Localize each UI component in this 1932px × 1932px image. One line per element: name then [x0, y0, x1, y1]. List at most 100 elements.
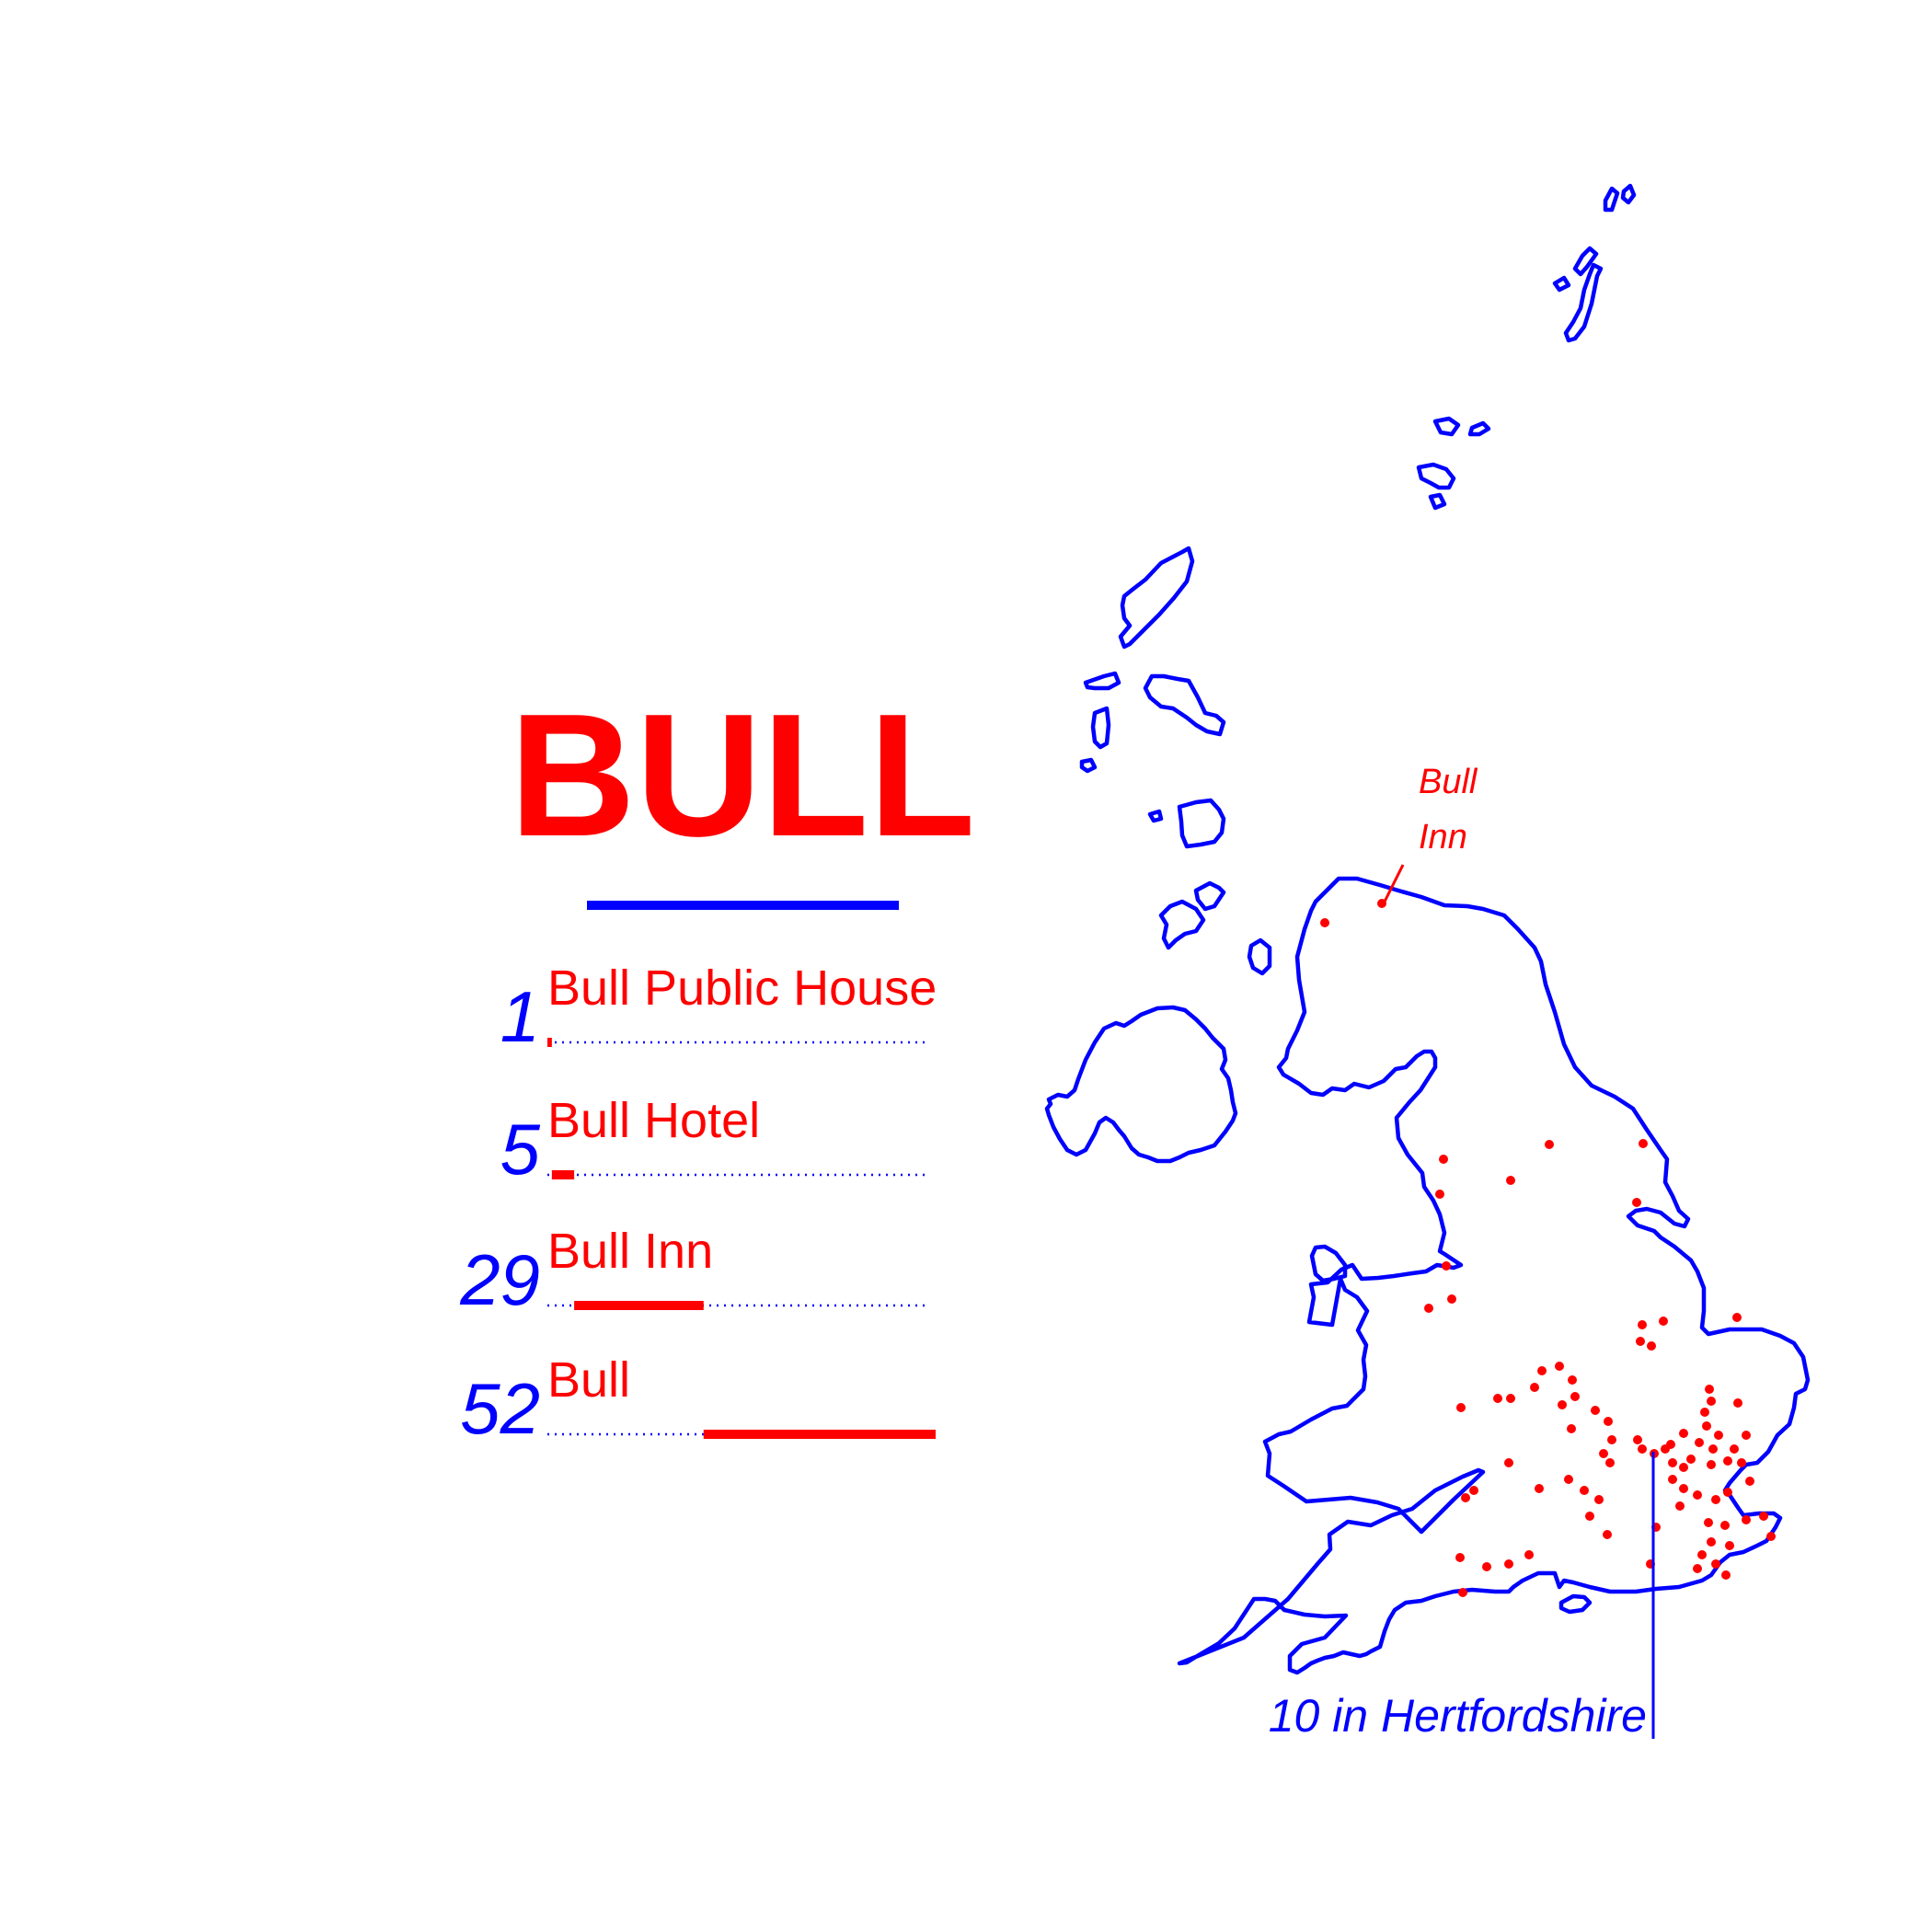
location-dot — [1707, 1397, 1716, 1406]
location-dot — [1506, 1176, 1515, 1185]
orkney-islands — [1416, 416, 1491, 511]
location-dot — [1647, 1341, 1656, 1351]
location-dot — [1439, 1155, 1448, 1164]
location-dot — [1742, 1431, 1751, 1440]
legend-count: 1 — [500, 976, 540, 1057]
shetland-islands — [1552, 183, 1637, 343]
location-dot — [1638, 1444, 1647, 1454]
location-dot — [1766, 1532, 1776, 1541]
location-dot — [1638, 1320, 1647, 1329]
location-dot — [1702, 1421, 1711, 1431]
northern-ireland-coast — [1044, 1005, 1238, 1164]
location-dot — [1591, 1406, 1600, 1415]
coastline — [1044, 183, 1811, 1675]
page-title: BULL — [510, 678, 976, 873]
location-dot — [1458, 1588, 1467, 1597]
location-dot — [1506, 1394, 1515, 1403]
location-dot — [1679, 1484, 1688, 1493]
scotland-pointer-line — [1383, 864, 1405, 903]
legend-bar — [551, 1170, 575, 1179]
location-dot — [1700, 1408, 1709, 1417]
legend-name: Bull Inn — [547, 1224, 713, 1279]
anglesey — [1309, 1244, 1348, 1283]
location-dot — [1732, 1313, 1742, 1322]
scotland-label-line1: Bull — [1419, 763, 1478, 801]
location-dot — [1605, 1458, 1615, 1467]
isle-of-skye — [1143, 673, 1226, 737]
scotland-label-line2: Inn — [1419, 818, 1467, 857]
legend: 1 Bull Public House 5 Bull Hotel 29 Bull Inn 5… — [459, 960, 937, 1449]
isle-of-jura — [1193, 880, 1226, 912]
location-dot — [1721, 1570, 1731, 1580]
location-dot — [1599, 1449, 1608, 1458]
location-dot — [1720, 1521, 1730, 1530]
location-dot — [1725, 1541, 1734, 1550]
legend-count: 29 — [459, 1239, 540, 1320]
location-dot — [1686, 1455, 1696, 1464]
location-dot — [1707, 1460, 1716, 1469]
location-dot — [1447, 1294, 1456, 1304]
location-dot — [1633, 1435, 1642, 1444]
location-dot — [1558, 1400, 1567, 1409]
location-dot — [1570, 1392, 1580, 1401]
location-dot — [1469, 1486, 1478, 1495]
location-dot — [1564, 1475, 1573, 1484]
location-dot — [1697, 1550, 1707, 1559]
location-dot — [1524, 1550, 1534, 1559]
legend-count: 52 — [460, 1368, 540, 1449]
legend-count: 5 — [500, 1109, 541, 1190]
legend-name: Bull — [547, 1352, 630, 1408]
location-dot — [1568, 1375, 1577, 1385]
location-dot — [1661, 1444, 1670, 1454]
location-dot — [1567, 1424, 1576, 1433]
location-dot — [1504, 1559, 1513, 1569]
location-dot — [1604, 1417, 1613, 1426]
location-dot — [1530, 1383, 1539, 1392]
hertfordshire-label: 10 in Hertfordshire — [1269, 1690, 1647, 1742]
location-dot — [1320, 918, 1329, 927]
location-dot — [1742, 1515, 1751, 1524]
scotland-annotation: Bull Inn — [1383, 763, 1478, 903]
location-dot — [1607, 1435, 1616, 1444]
legend-bar — [703, 1430, 936, 1439]
location-dot — [1461, 1493, 1470, 1502]
location-dot — [1555, 1362, 1564, 1371]
location-dot — [1704, 1518, 1713, 1527]
location-dot — [1675, 1501, 1685, 1511]
location-dot — [1708, 1444, 1718, 1454]
location-dot — [1424, 1304, 1433, 1313]
location-dot — [1693, 1564, 1702, 1573]
location-dot — [1733, 1398, 1742, 1408]
location-dot — [1723, 1456, 1732, 1466]
location-dot — [1659, 1317, 1668, 1326]
location-dot — [1759, 1512, 1768, 1521]
island-south-uist — [1090, 706, 1111, 750]
location-markers — [1320, 899, 1776, 1597]
legend-name: Bull Hotel — [547, 1093, 760, 1148]
location-dot — [1594, 1495, 1604, 1504]
location-dot — [1580, 1486, 1589, 1495]
location-dot — [1632, 1198, 1641, 1207]
hertfordshire-annotation: 10 in Hertfordshire — [1269, 1452, 1655, 1742]
legend-name: Bull Public House — [547, 960, 937, 1016]
outer-hebrides — [1118, 546, 1195, 650]
isle-of-arran — [1247, 937, 1272, 976]
location-dot — [1695, 1438, 1704, 1447]
isle-of-mull — [1177, 798, 1226, 849]
location-dot — [1705, 1385, 1714, 1394]
legend-bar — [574, 1301, 704, 1310]
location-dot — [1707, 1537, 1716, 1547]
location-dot — [1545, 1140, 1554, 1149]
location-dot — [1668, 1475, 1677, 1484]
location-dot — [1639, 1139, 1648, 1148]
location-dot — [1693, 1490, 1702, 1500]
location-dot — [1711, 1495, 1720, 1504]
legend-bar — [547, 1038, 552, 1047]
location-dot — [1668, 1458, 1677, 1467]
isle-of-wight — [1558, 1593, 1593, 1615]
location-dot — [1679, 1429, 1688, 1438]
island-barra — [1083, 671, 1121, 691]
island-coll — [1147, 809, 1164, 823]
location-dot — [1745, 1477, 1754, 1486]
location-dot — [1714, 1431, 1723, 1440]
